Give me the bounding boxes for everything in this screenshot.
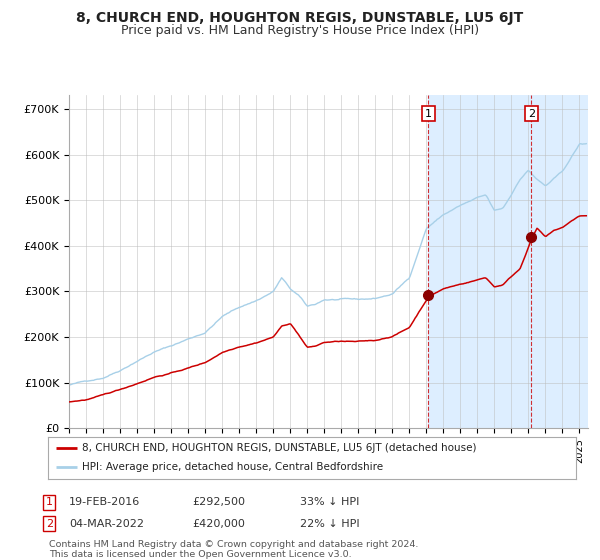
Text: 04-MAR-2022: 04-MAR-2022 [69,519,144,529]
Text: 2: 2 [528,109,535,119]
Text: 8, CHURCH END, HOUGHTON REGIS, DUNSTABLE, LU5 6JT: 8, CHURCH END, HOUGHTON REGIS, DUNSTABLE… [76,11,524,25]
Text: Price paid vs. HM Land Registry's House Price Index (HPI): Price paid vs. HM Land Registry's House … [121,24,479,36]
Text: 22% ↓ HPI: 22% ↓ HPI [300,519,359,529]
Text: 33% ↓ HPI: 33% ↓ HPI [300,497,359,507]
Text: 8, CHURCH END, HOUGHTON REGIS, DUNSTABLE, LU5 6JT (detached house): 8, CHURCH END, HOUGHTON REGIS, DUNSTABLE… [82,443,477,453]
Text: Contains HM Land Registry data © Crown copyright and database right 2024.
This d: Contains HM Land Registry data © Crown c… [49,540,419,559]
Text: £420,000: £420,000 [192,519,245,529]
Text: HPI: Average price, detached house, Central Bedfordshire: HPI: Average price, detached house, Cent… [82,463,383,473]
Bar [428,95,600,428]
Text: 19-FEB-2016: 19-FEB-2016 [69,497,140,507]
Text: 1: 1 [46,497,53,507]
Text: 1: 1 [425,109,432,119]
Text: £292,500: £292,500 [192,497,245,507]
Text: 2: 2 [46,519,53,529]
